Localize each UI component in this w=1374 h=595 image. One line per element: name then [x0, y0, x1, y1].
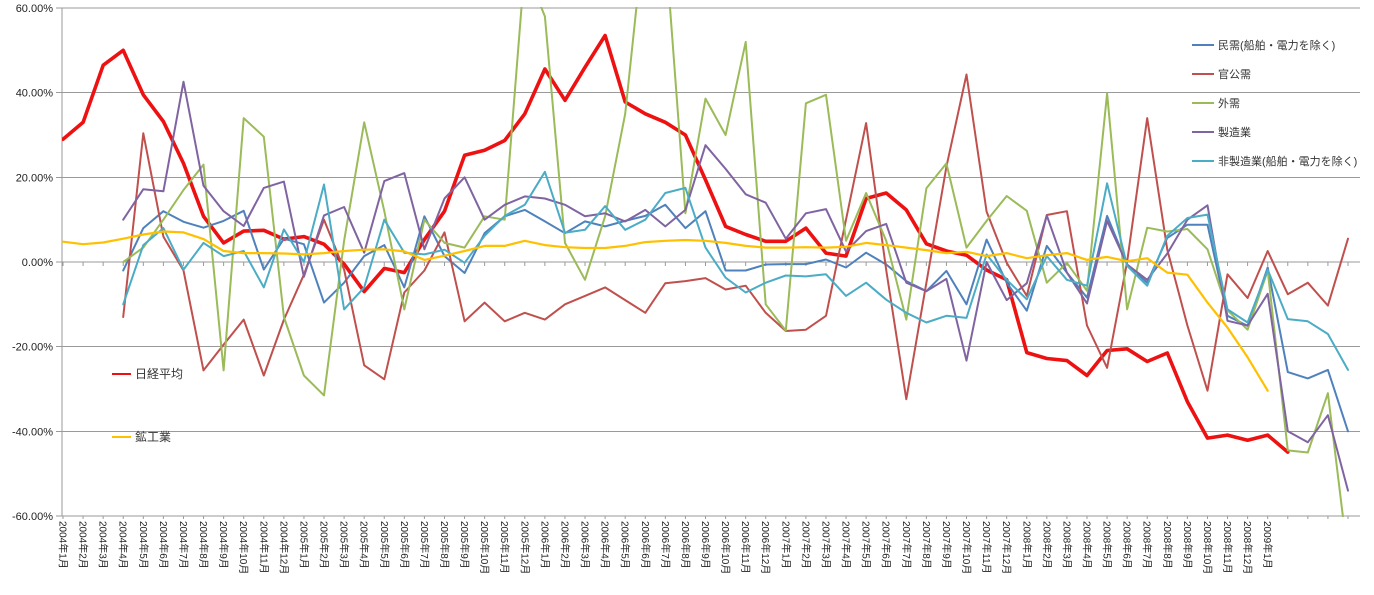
x-axis-label: 2006年6月	[639, 521, 652, 569]
x-axis-label: 2006年5月	[619, 521, 632, 569]
inline-label-kougyou: 鉱工業	[112, 428, 171, 445]
series-line-swatch	[1192, 72, 1214, 75]
x-axis-label: 2008年2月	[1040, 521, 1053, 569]
x-axis-label: 2007年9月	[940, 521, 953, 569]
x-axis-label: 2008年8月	[1161, 521, 1174, 569]
y-axis-label: 40.00%	[16, 88, 54, 100]
x-axis-label: 2004年10月	[237, 521, 250, 574]
x-axis-label: 2005年7月	[418, 521, 431, 569]
x-axis-label: 2007年3月	[819, 521, 832, 569]
x-axis-label: 2005年2月	[318, 521, 331, 569]
x-axis-label: 2005年9月	[458, 521, 471, 569]
series-line-5	[62, 33, 1290, 454]
x-axis-label: 2006年9月	[699, 521, 712, 569]
x-axis-label: 2008年3月	[1060, 521, 1073, 569]
x-axis-label: 2008年9月	[1181, 521, 1194, 569]
x-axis-label: 2004年7月	[177, 521, 190, 569]
x-axis-label: 2004年4月	[117, 521, 130, 569]
series-line-swatch	[1192, 159, 1214, 162]
legend-item-seizougyou: 製造業	[1192, 117, 1374, 146]
series-line-swatch	[112, 372, 131, 375]
x-axis-label: 2005年11月	[498, 521, 511, 574]
legend-item-hiseizougyou: 非製造業(船舶・電力を除く)	[1192, 146, 1374, 175]
x-axis-label: 2005年8月	[438, 521, 451, 569]
chart-legend: 民需(船舶・電力を除く) 官公需 外需 製造業 非製造業(船舶・電力を除く)	[1192, 30, 1374, 175]
legend-label: 外需	[1218, 97, 1240, 110]
x-axis-label: 2008年12月	[1241, 521, 1254, 574]
x-axis-label: 2007年8月	[920, 521, 933, 569]
series-line-swatch	[1192, 101, 1214, 104]
x-axis-label: 2007年7月	[900, 521, 913, 569]
series-line-1	[122, 73, 1349, 401]
x-axis-label: 2007年10月	[960, 521, 973, 574]
x-axis-label: 2004年5月	[137, 521, 150, 569]
x-axis-label: 2004年1月	[57, 521, 70, 569]
x-axis-label: 2007年11月	[980, 521, 993, 574]
x-axis-label: 2006年4月	[599, 521, 612, 569]
x-axis-label: 2005年1月	[297, 521, 310, 569]
x-axis-label: 2009年1月	[1261, 521, 1274, 569]
x-axis-label: 2008年6月	[1121, 521, 1134, 569]
x-axis-label: 2004年3月	[97, 521, 110, 569]
y-axis-label: 60.00%	[16, 3, 54, 15]
y-axis-label: -40.00%	[12, 426, 53, 438]
x-axis-label: 2008年11月	[1221, 521, 1234, 574]
x-axis-label: 2006年1月	[538, 521, 551, 569]
x-axis-label: 2004年2月	[77, 521, 90, 569]
series-line-0	[122, 203, 1349, 433]
x-axis-label: 2005年6月	[398, 521, 411, 569]
x-axis-label: 2004年6月	[157, 521, 170, 569]
legend-item-kankouju: 官公需	[1192, 59, 1374, 88]
x-axis-label: 2005年5月	[378, 521, 391, 569]
series-line-2	[122, 7, 1344, 517]
legend-label: 製造業	[1218, 126, 1251, 139]
series-line-swatch	[1192, 130, 1214, 133]
series-line-3	[122, 80, 1349, 492]
x-axis-label: 2007年4月	[840, 521, 853, 569]
x-axis-label: 2008年1月	[1020, 521, 1033, 569]
y-axis-label: 0.00%	[22, 257, 53, 269]
inline-label-text: 鉱工業	[135, 430, 172, 444]
y-axis-label: -60.00%	[12, 511, 53, 523]
x-axis-label: 2008年10月	[1201, 521, 1214, 574]
inline-label-text: 日経平均	[135, 367, 184, 381]
legend-label: 非製造業(船舶・電力を除く)	[1218, 155, 1358, 168]
x-axis-label: 2006年2月	[558, 521, 571, 569]
legend-label: 官公需	[1218, 68, 1251, 81]
x-axis-label: 2008年5月	[1101, 521, 1114, 569]
series-line-swatch	[112, 435, 131, 438]
x-axis-label: 2006年10月	[719, 521, 732, 574]
x-axis-label: 2004年12月	[277, 521, 290, 574]
x-axis-label: 2008年4月	[1080, 521, 1093, 569]
legend-label: 民需(船舶・電力を除く)	[1218, 39, 1336, 52]
x-axis-label: 2007年2月	[799, 521, 812, 569]
legend-item-minju: 民需(船舶・電力を除く)	[1192, 30, 1374, 59]
y-axis-label: -20.00%	[12, 342, 53, 354]
x-axis-label: 2006年3月	[579, 521, 592, 569]
x-axis-label: 2006年12月	[759, 521, 772, 574]
y-axis-label: 20.00%	[16, 172, 54, 184]
x-axis-label: 2007年6月	[880, 521, 893, 569]
x-axis-label: 2006年11月	[739, 521, 752, 574]
x-axis-label: 2007年12月	[1000, 521, 1013, 574]
series-line-4	[122, 170, 1349, 371]
series-line-swatch	[1192, 43, 1214, 46]
series-line-6	[62, 230, 1269, 392]
x-axis-label: 2004年8月	[197, 521, 210, 569]
legend-item-gaiju: 外需	[1192, 88, 1374, 117]
x-axis-label: 2007年1月	[779, 521, 792, 569]
x-axis-label: 2005年3月	[338, 521, 351, 569]
x-axis-label: 2006年8月	[679, 521, 692, 569]
x-axis-label: 2008年7月	[1141, 521, 1154, 569]
inline-label-nikkei: 日経平均	[112, 365, 183, 382]
x-axis-label: 2005年12月	[518, 521, 531, 574]
x-axis-label: 2006年7月	[659, 521, 672, 569]
x-axis-label: 2005年4月	[358, 521, 371, 569]
x-axis-label: 2004年11月	[257, 521, 270, 574]
x-axis-label: 2004年9月	[217, 521, 230, 569]
x-axis-label: 2007年5月	[860, 521, 873, 569]
x-axis-label: 2005年10月	[478, 521, 491, 574]
